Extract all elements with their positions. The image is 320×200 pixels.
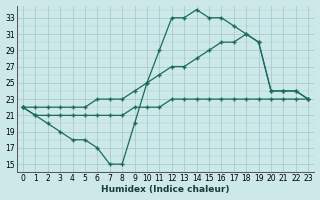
X-axis label: Humidex (Indice chaleur): Humidex (Indice chaleur) <box>101 185 230 194</box>
